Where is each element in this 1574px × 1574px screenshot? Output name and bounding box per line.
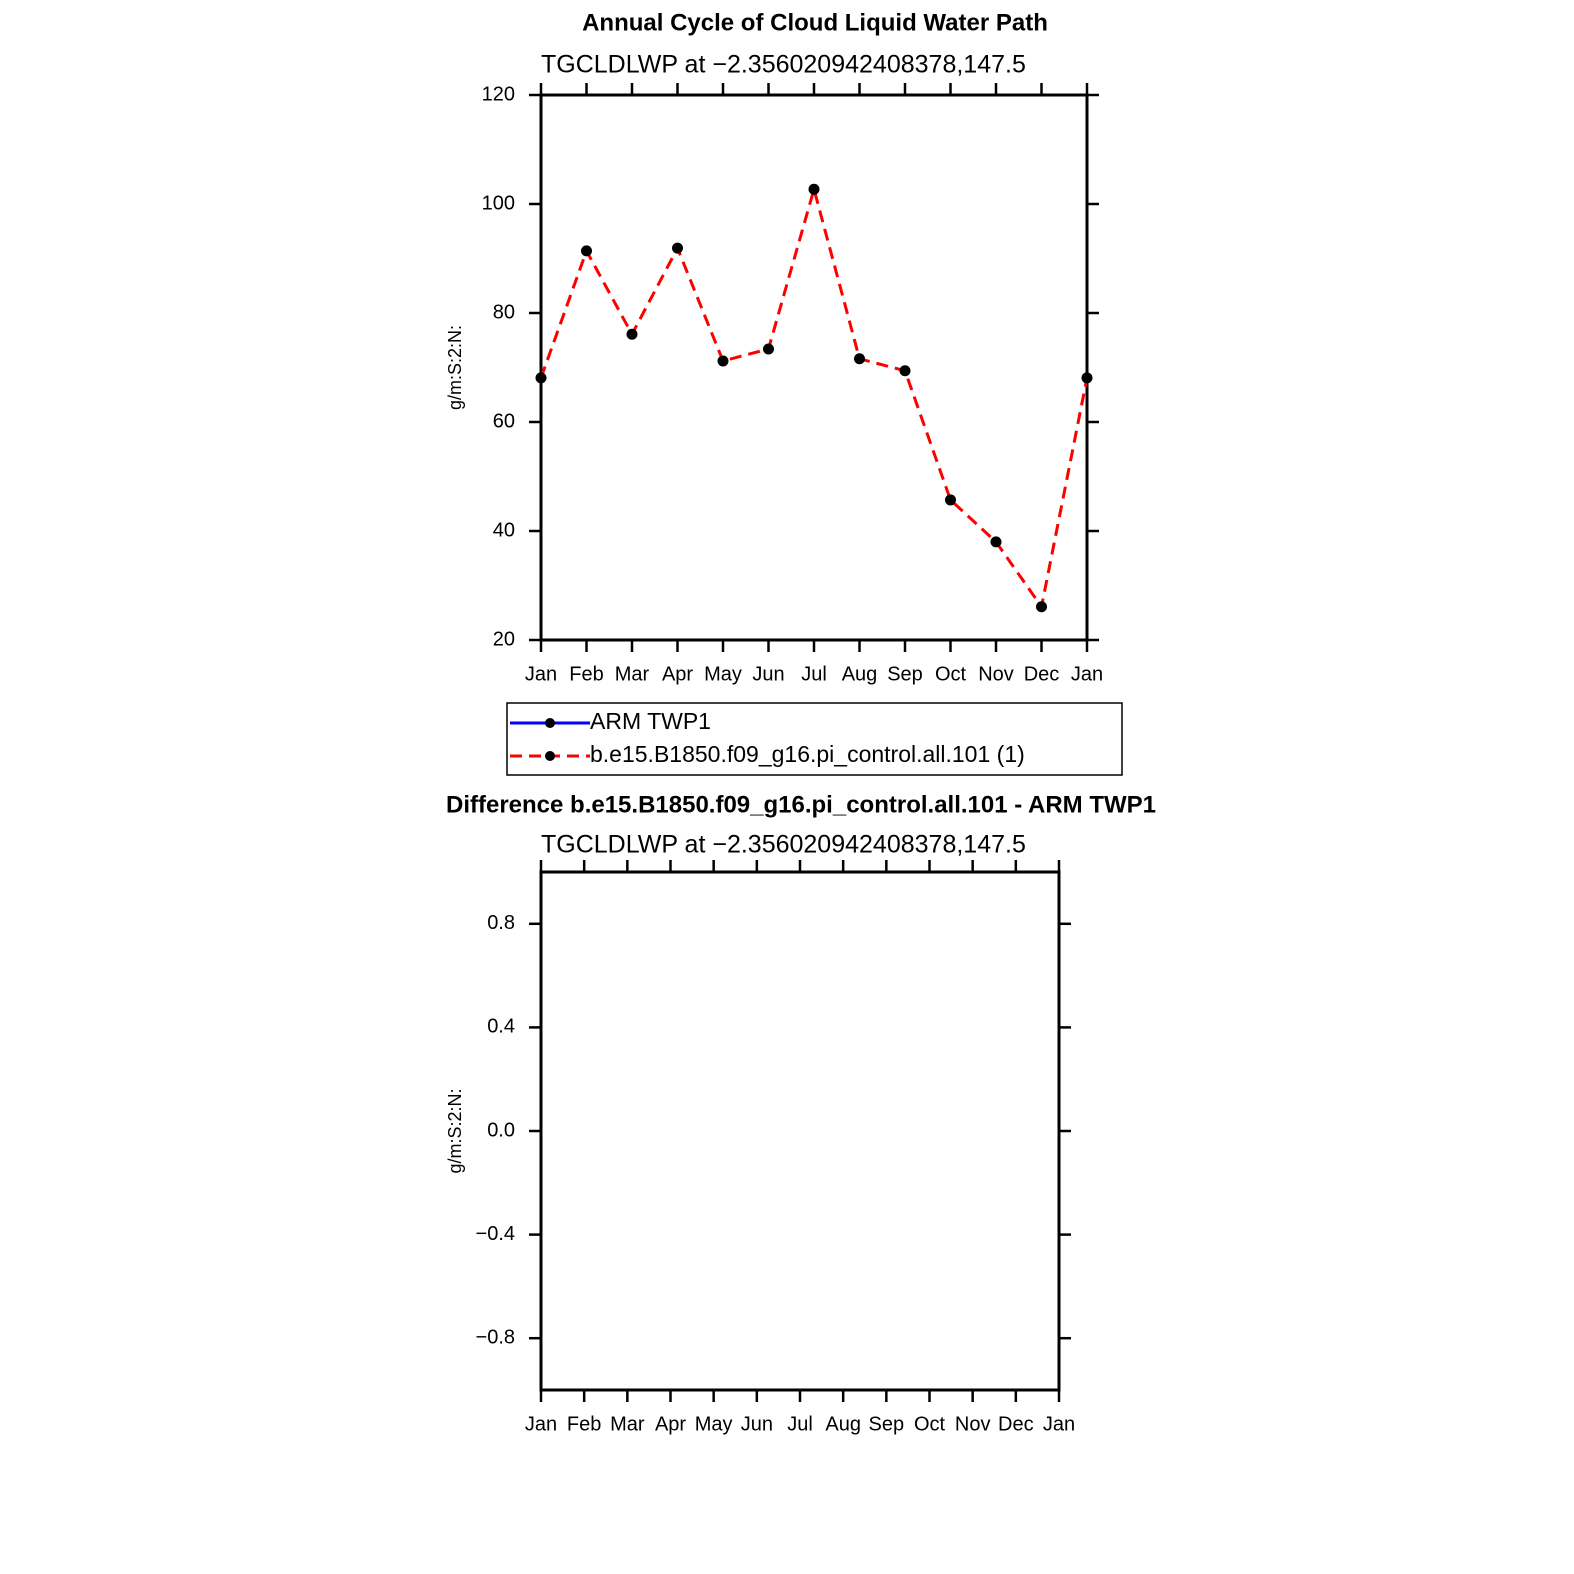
y-tick-label: 40	[493, 519, 515, 541]
y-axis-label: g/m:S:2:N:	[445, 1088, 465, 1173]
legend-marker	[545, 718, 555, 728]
x-tick-label: Jan	[1071, 663, 1103, 685]
chart-subtitle: TGCLDLWP at −2.356020942408378,147.5	[541, 831, 1026, 859]
marker	[717, 355, 729, 367]
marker	[1081, 372, 1093, 384]
x-tick-label: Aug	[825, 1413, 861, 1435]
marker	[672, 242, 683, 254]
legend-box	[506, 702, 1123, 776]
marker	[763, 343, 774, 355]
x-tick-label: Nov	[978, 663, 1014, 685]
marker	[1036, 601, 1047, 613]
y-tick-label: 0.8	[487, 912, 515, 934]
legend-marker	[545, 751, 555, 761]
x-tick-label: Feb	[569, 663, 603, 685]
x-tick-label: Mar	[615, 663, 650, 685]
y-tick-label: 60	[493, 410, 515, 432]
y-tick-label: 0.4	[487, 1016, 515, 1038]
marker	[581, 245, 592, 257]
x-tick-label: Aug	[842, 663, 878, 685]
x-tick-label: Jun	[752, 663, 784, 685]
y-tick-label: −0.4	[476, 1223, 515, 1245]
x-tick-label: Oct	[935, 663, 967, 685]
x-tick-label: May	[695, 1413, 733, 1435]
x-tick-label: Sep	[887, 663, 923, 685]
x-tick-label: Dec	[998, 1413, 1034, 1435]
x-tick-label: Jan	[1043, 1413, 1075, 1435]
x-tick-label: May	[704, 663, 742, 685]
x-tick-label: Nov	[955, 1413, 991, 1435]
chart-title: Difference b.e15.B1850.f09_g16.pi_contro…	[446, 791, 1156, 818]
y-tick-label: −0.8	[476, 1326, 515, 1348]
marker	[899, 365, 911, 377]
y-tick-label: 0.0	[487, 1119, 515, 1141]
x-tick-label: Apr	[662, 663, 693, 685]
x-tick-label: Jul	[801, 663, 827, 685]
x-tick-label: Feb	[567, 1413, 601, 1435]
x-tick-label: Jul	[787, 1413, 813, 1435]
plot-frame	[539, 870, 1061, 1392]
x-tick-label: Sep	[869, 1413, 905, 1435]
x-tick-label: Dec	[1024, 663, 1060, 685]
chart-subtitle: TGCLDLWP at −2.356020942408378,147.5	[541, 51, 1026, 79]
y-tick-label: 120	[482, 83, 515, 105]
legend-label: ARM TWP1	[590, 708, 711, 734]
marker	[990, 536, 1002, 548]
marker	[535, 372, 547, 384]
x-tick-label: Jun	[741, 1413, 773, 1435]
x-tick-label: Mar	[610, 1413, 645, 1435]
x-tick-label: Oct	[914, 1413, 946, 1435]
marker	[945, 494, 956, 506]
marker	[854, 353, 865, 365]
y-tick-label: 20	[493, 628, 515, 650]
y-axis-label: g/m:S:2:N:	[445, 325, 465, 410]
marker	[808, 183, 820, 195]
series-line	[539, 183, 1089, 611]
x-tick-label: Apr	[655, 1413, 686, 1435]
y-tick-label: 100	[482, 192, 515, 214]
x-tick-label: Jan	[525, 1413, 557, 1435]
marker	[626, 328, 638, 340]
x-tick-label: Jan	[525, 663, 557, 685]
plot-frame	[539, 93, 1089, 642]
chart-title: Annual Cycle of Cloud Liquid Water Path	[582, 9, 1048, 36]
legend-label: b.e15.B1850.f09_g16.pi_control.all.101 (…	[590, 741, 1025, 767]
y-tick-label: 80	[493, 301, 515, 323]
